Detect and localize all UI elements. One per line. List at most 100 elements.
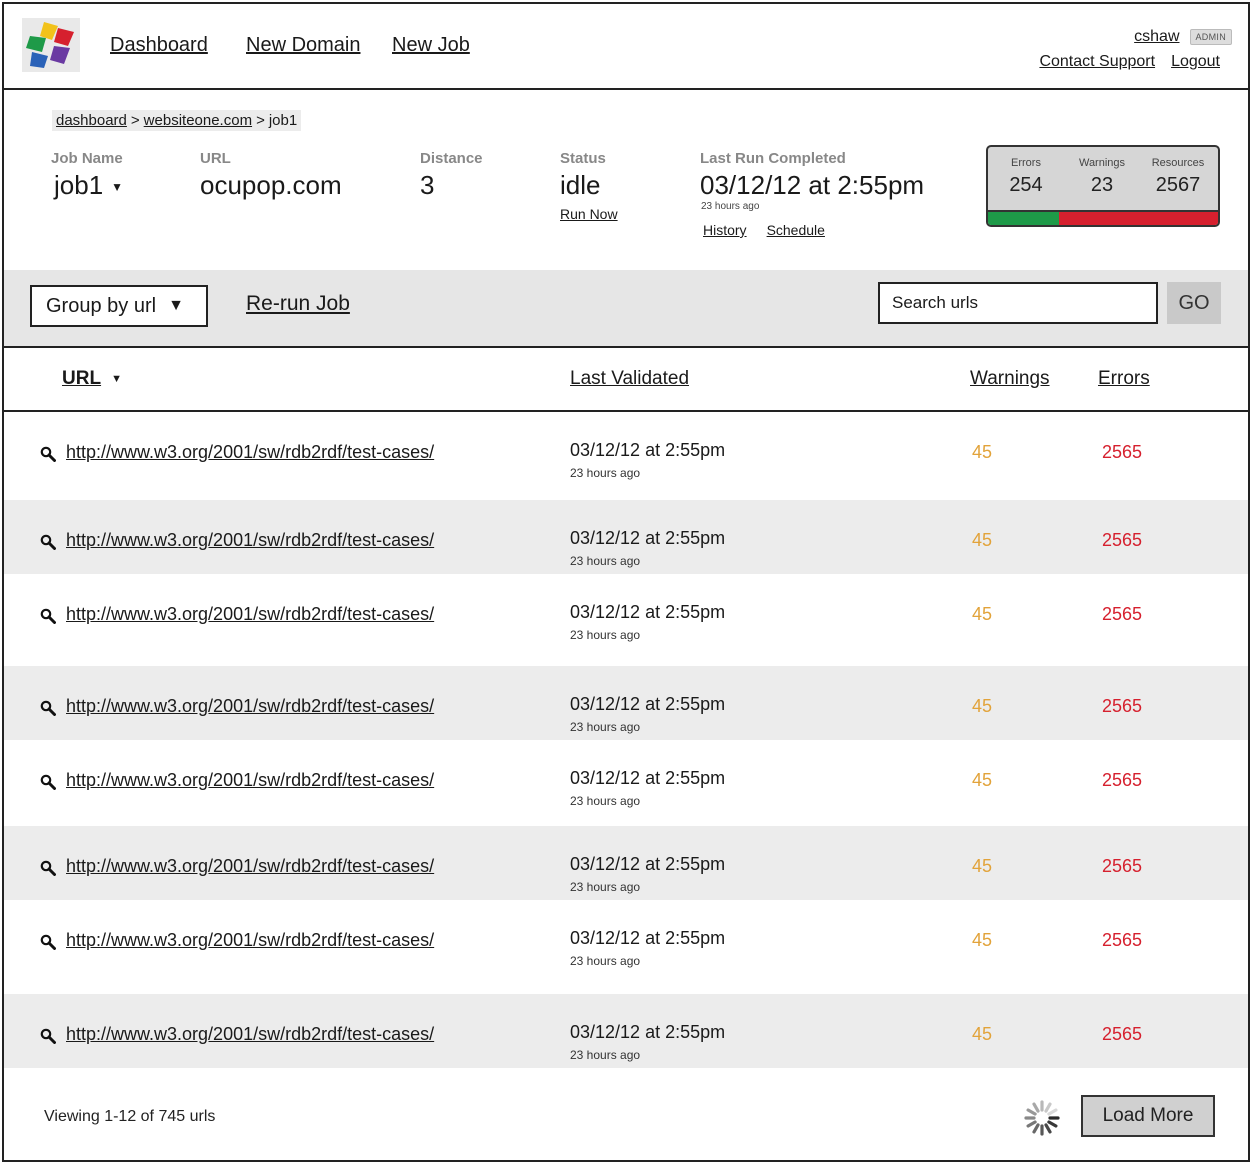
row-warnings-count: 45 (972, 604, 993, 624)
row-warnings-count: 45 (972, 696, 993, 716)
nav-new-domain-link[interactable]: New Domain (246, 34, 361, 56)
magnifier-icon[interactable] (40, 534, 56, 550)
column-header-url-label: URL (62, 368, 102, 389)
row-url-link[interactable]: http://www.w3.org/2001/sw/rdb2rdf/test-c… (66, 442, 435, 462)
row-url-link[interactable]: http://www.w3.org/2001/sw/rdb2rdf/test-c… (66, 604, 435, 624)
load-more-button[interactable]: Load More (1081, 1095, 1215, 1137)
magnifier-icon[interactable] (40, 934, 56, 950)
row-last-validated: 03/12/12 at 2:55pm (570, 694, 726, 714)
last-run-value: 03/12/12 at 2:55pm (700, 170, 925, 200)
status-value: idle (560, 170, 601, 200)
resources-stat: Resources 2567 (1140, 157, 1216, 197)
magnifier-icon[interactable] (40, 608, 56, 624)
group-by-select[interactable]: Group by url ▼ (30, 285, 208, 327)
sort-caret-icon: ▼ (111, 372, 122, 385)
table-row: http://www.w3.org/2001/sw/rdb2rdf/test-c… (4, 994, 1248, 1068)
column-header-errors[interactable]: Errors (1098, 368, 1150, 389)
row-warnings-count: 45 (972, 442, 993, 462)
row-url-link[interactable]: http://www.w3.org/2001/sw/rdb2rdf/test-c… (66, 530, 435, 550)
breadcrumb: dashboard > websiteone.com > job1 (52, 110, 302, 131)
breadcrumb-dashboard-link[interactable]: dashboard (56, 112, 127, 129)
admin-badge: ADMIN (1189, 29, 1232, 45)
warnings-stat: Warnings 23 (1064, 157, 1140, 197)
username-link[interactable]: cshaw (1134, 28, 1180, 45)
search-go-button[interactable]: GO (1167, 282, 1221, 324)
row-warnings-count: 45 (972, 1024, 993, 1044)
table-row: http://www.w3.org/2001/sw/rdb2rdf/test-c… (4, 500, 1248, 574)
breadcrumb-current: job1 (268, 112, 298, 129)
row-last-validated: 03/12/12 at 2:55pm (570, 1022, 726, 1042)
nav-new-job-link[interactable]: New Job (392, 34, 470, 56)
logout-link[interactable]: Logout (1171, 53, 1220, 70)
schedule-link[interactable]: Schedule (766, 222, 825, 238)
row-url-link[interactable]: http://www.w3.org/2001/sw/rdb2rdf/test-c… (66, 770, 435, 790)
row-errors-count: 2565 (1102, 442, 1143, 462)
row-url-link[interactable]: http://www.w3.org/2001/sw/rdb2rdf/test-c… (66, 930, 435, 950)
row-url-link[interactable]: http://www.w3.org/2001/sw/rdb2rdf/test-c… (66, 856, 435, 876)
row-last-validated: 03/12/12 at 2:55pm (570, 768, 726, 788)
table-row: http://www.w3.org/2001/sw/rdb2rdf/test-c… (4, 740, 1248, 826)
row-last-validated: 03/12/12 at 2:55pm (570, 854, 726, 874)
column-header-warnings[interactable]: Warnings (970, 368, 1050, 389)
row-last-validated: 03/12/12 at 2:55pm (570, 602, 726, 622)
magnifier-icon[interactable] (40, 446, 56, 462)
row-last-validated: 03/12/12 at 2:55pm (570, 928, 726, 948)
user-info: cshaw ADMIN (1134, 28, 1232, 46)
row-last-validated-ago: 23 hours ago (570, 954, 641, 968)
row-last-validated-ago: 23 hours ago (570, 1048, 641, 1062)
last-run-ago: 23 hours ago (701, 201, 760, 212)
magnifier-icon[interactable] (40, 860, 56, 876)
magnifier-icon[interactable] (40, 774, 56, 790)
job-name-dropdown[interactable]: job1 ▼ (54, 170, 123, 201)
resources-stat-value: 2567 (1155, 174, 1201, 196)
run-now-link[interactable]: Run Now (560, 206, 618, 222)
loading-spinner-icon (1024, 1100, 1060, 1136)
row-errors-count: 2565 (1102, 530, 1143, 550)
row-url-link[interactable]: http://www.w3.org/2001/sw/rdb2rdf/test-c… (66, 1024, 435, 1044)
contact-support-link[interactable]: Contact Support (1039, 53, 1156, 70)
row-last-validated: 03/12/12 at 2:55pm (570, 440, 726, 460)
history-link[interactable]: History (703, 222, 747, 238)
app-logo-icon[interactable] (22, 18, 80, 72)
url-value: ocupop.com (200, 170, 342, 200)
distance-label: Distance (420, 150, 483, 167)
row-last-validated-ago: 23 hours ago (570, 554, 641, 568)
job-name-label: Job Name (51, 150, 123, 167)
row-warnings-count: 45 (972, 530, 993, 550)
row-errors-count: 2565 (1102, 604, 1143, 624)
row-warnings-count: 45 (972, 770, 993, 790)
nav-dashboard-link[interactable]: Dashboard (110, 34, 208, 56)
row-warnings-count: 45 (972, 930, 993, 950)
row-url-link[interactable]: http://www.w3.org/2001/sw/rdb2rdf/test-c… (66, 696, 435, 716)
row-last-validated-ago: 23 hours ago (570, 794, 641, 808)
magnifier-icon[interactable] (40, 1028, 56, 1044)
search-urls-input[interactable] (878, 282, 1158, 324)
table-header: URL ▼ Last Validated Warnings Errors (4, 348, 1248, 412)
row-warnings-count: 45 (972, 856, 993, 876)
row-last-validated-ago: 23 hours ago (570, 628, 641, 642)
stats-summary-box: Errors 254 Warnings 23 Resources 2567 (986, 145, 1220, 227)
job-name-value: job1 (54, 170, 104, 200)
rerun-job-link[interactable]: Re-run Job (246, 292, 350, 315)
column-header-last-validated[interactable]: Last Validated (570, 368, 690, 389)
warnings-stat-value: 23 (1090, 174, 1114, 196)
column-header-url[interactable]: URL ▼ (62, 368, 122, 390)
last-run-label: Last Run Completed (700, 150, 846, 167)
magnifier-icon[interactable] (40, 700, 56, 716)
row-errors-count: 2565 (1102, 1024, 1143, 1044)
table-row: http://www.w3.org/2001/sw/rdb2rdf/test-c… (4, 574, 1248, 666)
breadcrumb-domain-link[interactable]: websiteone.com (143, 112, 253, 129)
stats-progress-bar (988, 210, 1218, 225)
top-header: Dashboard New Domain New Job cshaw ADMIN… (4, 4, 1248, 90)
stats-bar-green-segment (988, 212, 1060, 225)
row-last-validated-ago: 23 hours ago (570, 880, 641, 894)
resources-stat-label: Resources (1151, 157, 1205, 169)
url-table-body: http://www.w3.org/2001/sw/rdb2rdf/test-c… (4, 412, 1248, 1068)
table-row: http://www.w3.org/2001/sw/rdb2rdf/test-c… (4, 900, 1248, 994)
viewing-count: Viewing 1-12 of 745 urls (44, 1108, 216, 1125)
errors-stat-label: Errors (1011, 157, 1041, 169)
history-links: History Schedule (703, 222, 825, 238)
row-errors-count: 2565 (1102, 930, 1143, 950)
row-errors-count: 2565 (1102, 856, 1143, 876)
table-toolbar: Group by url ▼ Re-run Job GO (4, 270, 1248, 348)
